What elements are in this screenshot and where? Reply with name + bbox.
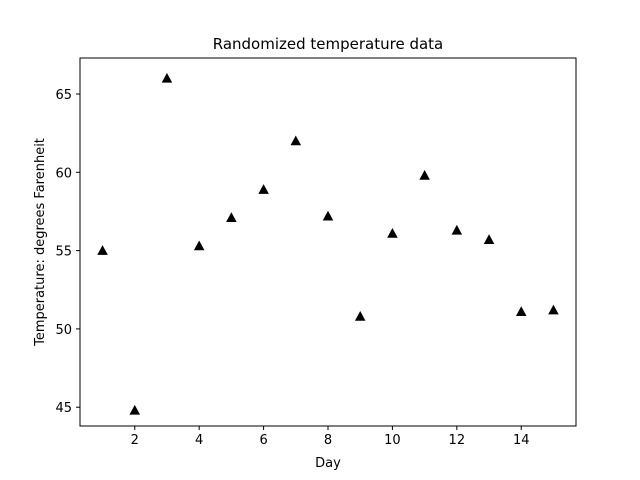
x-tick-label: 6 <box>259 433 267 448</box>
y-tick-label: 50 <box>55 323 72 338</box>
data-point-triangle <box>322 210 334 221</box>
x-tick-label: 2 <box>131 433 139 448</box>
data-point-triangle <box>548 304 559 315</box>
y-tick-label: 45 <box>55 401 72 416</box>
y-tick-label: 60 <box>55 166 72 181</box>
y-axis-label: Temperature: degrees Farenheit <box>33 138 48 347</box>
x-tick-label: 12 <box>449 433 466 448</box>
x-tick-label: 14 <box>513 433 530 448</box>
data-point-triangle <box>451 224 463 235</box>
data-point-triangle <box>226 212 237 223</box>
data-point-triangle <box>515 306 527 316</box>
data-point-triangle <box>161 72 173 83</box>
chart-title: Randomized temperature data <box>213 35 444 53</box>
y-tick-label: 65 <box>55 88 72 103</box>
x-tick-label: 8 <box>324 433 332 448</box>
data-point-triangle <box>419 170 430 180</box>
x-axis-label: Day <box>315 456 341 471</box>
y-tick-label: 55 <box>55 245 72 260</box>
plot-frame <box>79 57 577 427</box>
data-point-triangle <box>193 240 205 251</box>
data-point-triangle <box>483 234 495 244</box>
x-tick-label: 10 <box>384 433 401 448</box>
x-tick-label: 4 <box>195 433 203 448</box>
data-points <box>97 72 559 415</box>
axis-ticks: 2 4 6 8 10 12 14 45 50 55 60 65 <box>55 88 529 448</box>
data-point-triangle <box>354 310 366 321</box>
data-point-triangle <box>97 245 108 255</box>
data-point-triangle <box>387 227 398 238</box>
data-point-triangle <box>290 135 302 146</box>
data-point-triangle <box>129 404 141 415</box>
data-point-triangle <box>258 184 269 194</box>
